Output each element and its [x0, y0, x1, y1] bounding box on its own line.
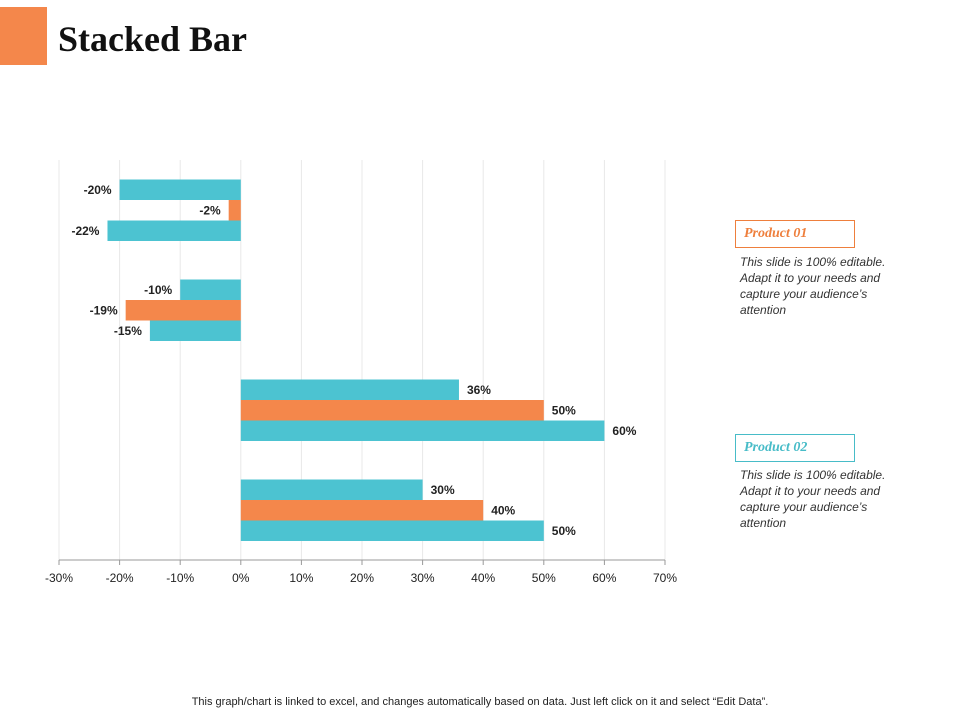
x-tick-label: -10% [166, 571, 194, 585]
x-tick-label: 20% [350, 571, 374, 585]
bar [240, 400, 544, 421]
legend-product-02-description: This slide is 100% editable. Adapt it to… [740, 468, 886, 530]
bar [180, 279, 241, 300]
legend-product-02-label: Product 02 [744, 440, 808, 455]
footnote: This graph/chart is linked to excel, and… [191, 696, 769, 708]
x-tick-label: 10% [289, 571, 313, 585]
bar-value-label: 36% [467, 383, 491, 397]
x-tick-label: 50% [532, 571, 556, 585]
bar [240, 500, 484, 521]
x-tick-label: -30% [45, 571, 73, 585]
bar [107, 220, 241, 241]
bar [119, 179, 241, 200]
x-tick-label: 40% [471, 571, 495, 585]
bar-value-label: -22% [71, 224, 99, 238]
bar [240, 479, 423, 500]
bar [149, 320, 241, 341]
legend-product-02: Product 02 [735, 434, 855, 462]
bar [240, 379, 459, 400]
bar-value-label: -2% [199, 203, 221, 217]
bar-value-label: 40% [491, 503, 515, 517]
bar-value-label: 50% [552, 403, 576, 417]
x-tick-label: 0% [232, 571, 250, 585]
title-accent-block [0, 7, 47, 65]
page-title: Stacked Bar [58, 19, 247, 59]
bar-value-label: -10% [144, 283, 172, 297]
bar-value-label: 30% [431, 483, 455, 497]
bar [228, 200, 241, 221]
bar-value-label: -15% [114, 324, 142, 338]
bar-value-label: 50% [552, 524, 576, 538]
bar-value-label: -19% [90, 303, 118, 317]
legend-product-01: Product 01 [735, 220, 855, 248]
x-tick-label: 70% [653, 571, 677, 585]
bar-value-label: -20% [84, 183, 112, 197]
bar [125, 300, 241, 321]
bar-value-label: 60% [612, 424, 636, 438]
bar [240, 420, 605, 441]
x-tick-label: -20% [106, 571, 134, 585]
x-tick-label: 60% [592, 571, 616, 585]
x-tick-label: 30% [411, 571, 435, 585]
legend-product-01-description: This slide is 100% editable. Adapt it to… [740, 255, 886, 317]
bar [240, 520, 544, 541]
legend-product-01-label: Product 01 [744, 226, 808, 241]
